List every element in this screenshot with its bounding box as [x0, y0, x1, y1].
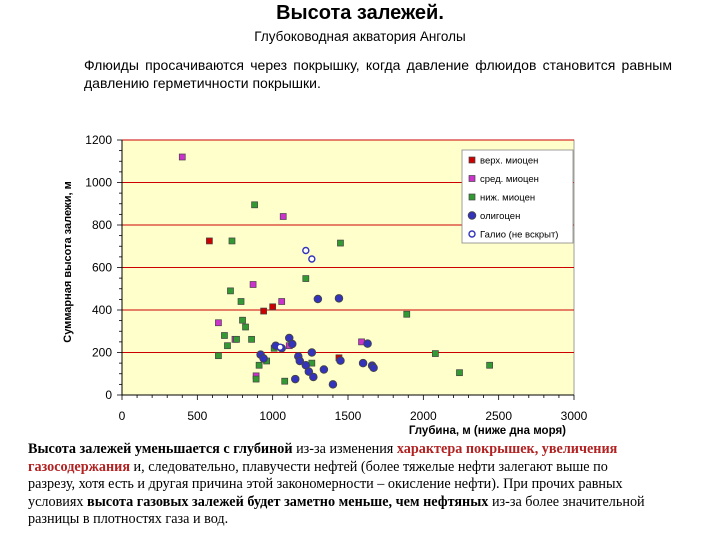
data-points	[178, 153, 493, 389]
y-tick-label: 200	[92, 346, 112, 360]
y-axis-label: Суммарная высота залежи, м	[62, 181, 74, 342]
point-circle	[467, 211, 477, 220]
point-square	[269, 303, 277, 311]
x-axis-label: Глубина, м (ниже дна моря)	[409, 425, 566, 437]
point-square	[178, 153, 186, 161]
caption-part-1: Высота залежей уменьшается с глубиной	[28, 441, 293, 457]
legend-label: верх. миоцен	[480, 156, 538, 167]
point-square	[251, 201, 258, 209]
point-square	[279, 213, 287, 220]
scatter-chart: 0 200 400 600 800 1000 1200 0 500 1000 1500 2000 25…	[62, 133, 588, 437]
point-circle	[313, 294, 323, 304]
caption-part-4: и, следовательно, плавучести нефтей (бол…	[28, 458, 623, 510]
x-tick-label: 2500	[485, 409, 512, 423]
x-tick-label: 2000	[410, 409, 437, 423]
point-square	[486, 361, 493, 369]
point-square	[206, 237, 213, 245]
point-square	[468, 193, 476, 201]
x-tick-label: 0	[119, 409, 126, 423]
point-circle	[307, 348, 317, 357]
point-square	[255, 361, 263, 369]
caption-part-3: характера покрышек, увеличения газосодер…	[28, 441, 618, 475]
point-circle	[295, 356, 305, 366]
legend-label: сред. миоцен	[480, 174, 539, 185]
point-open-circle	[468, 230, 476, 238]
point-square	[468, 175, 476, 182]
point-circle	[334, 294, 344, 303]
caption: Высота залежей уменьшается с глубиной из…	[28, 441, 648, 529]
point-square	[468, 156, 476, 164]
point-square	[278, 298, 286, 305]
y-tick-label: 1200	[85, 133, 112, 147]
point-circle	[304, 367, 314, 376]
point-open-circle	[276, 343, 284, 351]
point-circle	[369, 363, 378, 373]
x-tick-label: 1500	[335, 409, 362, 423]
point-circle	[291, 374, 300, 384]
y-tick-labels: 0 200 400 600 800 1000 1200	[85, 133, 112, 402]
x-tick-labels: 0 500 1000 1500 2000 2500 3000	[119, 409, 588, 423]
intro-text: Флюиды просачиваются через покрышку, ког…	[84, 57, 672, 91]
point-square	[239, 316, 246, 324]
point-square	[337, 239, 344, 247]
point-circle	[309, 372, 318, 382]
point-square	[242, 323, 249, 331]
point-square	[281, 377, 289, 385]
caption-part-2: из-за изменения	[292, 441, 397, 457]
point-square	[228, 237, 236, 245]
point-square	[227, 287, 234, 295]
point-square	[432, 350, 439, 357]
point-circle	[363, 339, 372, 348]
point-circle	[259, 354, 268, 363]
page-title: Высота залежей.	[276, 2, 444, 24]
point-square	[249, 281, 257, 288]
point-square	[237, 298, 245, 305]
legend-label: Галио (не вскрыт)	[480, 230, 558, 241]
legend-label: олигоцен	[480, 211, 520, 222]
legend: верх. миоцен сред. миоцен ниж. миоцен олиго…	[461, 149, 574, 244]
y-tick-label: 1000	[85, 176, 112, 190]
point-circle	[336, 356, 345, 365]
point-square	[456, 369, 463, 377]
y-tick-label: 800	[92, 218, 112, 232]
page-subtitle: Глубоководная акватория Анголы	[254, 29, 466, 44]
legend-label: ниж. миоцен	[480, 193, 535, 204]
x-tick-label: 1000	[259, 409, 286, 423]
point-square	[224, 342, 231, 350]
point-open-circle	[302, 246, 310, 255]
caption-part-6: из-за более значительной разницы в плотн…	[28, 493, 645, 528]
point-square	[302, 275, 310, 282]
point-square	[248, 335, 255, 343]
point-open-circle	[308, 255, 316, 263]
point-square	[252, 375, 260, 383]
point-square	[260, 307, 267, 315]
caption-part-5: высота газовых залежей будет заметно мен…	[87, 493, 489, 510]
point-square	[215, 352, 222, 360]
x-tick-label: 3000	[561, 409, 588, 423]
point-circle	[288, 339, 297, 349]
y-tick-label: 600	[92, 261, 112, 275]
point-square	[403, 310, 411, 318]
y-tick-label: 0	[105, 388, 112, 402]
point-square	[233, 335, 240, 343]
point-square	[221, 332, 228, 339]
y-tick-label: 400	[92, 303, 112, 317]
point-circle	[358, 358, 368, 368]
x-tick-label: 500	[187, 409, 207, 423]
point-circle	[328, 380, 338, 389]
legend-box	[461, 149, 574, 244]
point-circle	[319, 365, 329, 374]
axes	[117, 139, 575, 400]
point-square	[215, 319, 222, 327]
